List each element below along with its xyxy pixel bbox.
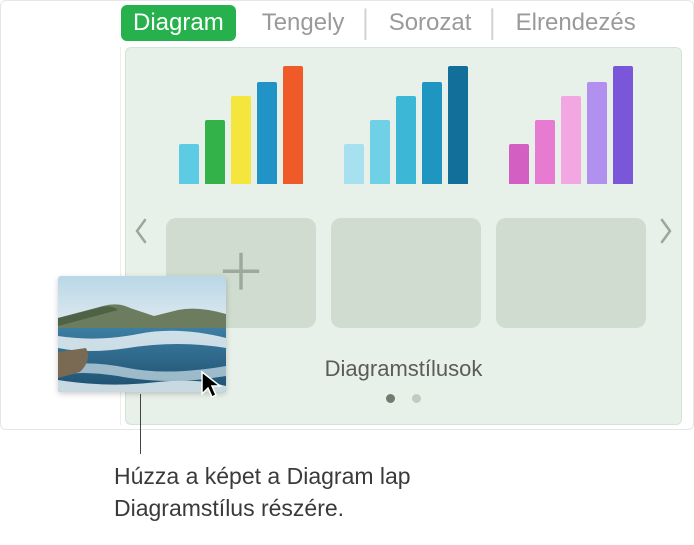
chart-bar	[257, 82, 277, 184]
tab-axis[interactable]: Tengely	[250, 5, 357, 41]
chart-bar	[205, 120, 225, 184]
tab-series[interactable]: Sorozat	[377, 5, 484, 41]
chevron-left-icon[interactable]	[134, 218, 148, 251]
chart-style-3[interactable]	[496, 70, 646, 190]
tab-diagram[interactable]: Diagram	[121, 5, 236, 41]
chart-bar	[587, 82, 607, 184]
chart-bar	[509, 144, 529, 184]
chart-bar	[448, 66, 468, 184]
pager-dot[interactable]	[412, 394, 421, 403]
callout-line	[140, 394, 141, 454]
pager-dot[interactable]	[386, 394, 395, 403]
tab-separator: │	[356, 8, 376, 39]
chart-bar	[231, 96, 251, 184]
chevron-right-icon[interactable]	[659, 218, 673, 251]
tab-separator: │	[483, 8, 503, 39]
cursor-icon	[200, 370, 226, 400]
chart-bar	[561, 96, 581, 184]
chart-style-placeholder[interactable]	[496, 218, 646, 328]
chart-styles-row	[166, 70, 646, 190]
chart-bar	[535, 120, 555, 184]
chart-bar	[422, 82, 442, 184]
chart-bar	[179, 144, 199, 184]
inspector-tabs: Diagram Tengely │ Sorozat │ Elrendezés	[121, 3, 648, 43]
chart-style-1[interactable]	[166, 70, 316, 190]
chart-bar	[344, 144, 364, 184]
chart-style-placeholder[interactable]	[331, 218, 481, 328]
chart-bar	[283, 66, 303, 184]
chart-style-2[interactable]	[331, 70, 481, 190]
chart-bar	[613, 66, 633, 184]
chart-bar	[396, 96, 416, 184]
callout-text: Húzza a képet a Diagram lap Diagramstílu…	[114, 460, 474, 524]
chart-style-placeholders: ＋	[166, 218, 646, 328]
tab-layout[interactable]: Elrendezés	[504, 5, 648, 41]
chart-bar	[370, 120, 390, 184]
